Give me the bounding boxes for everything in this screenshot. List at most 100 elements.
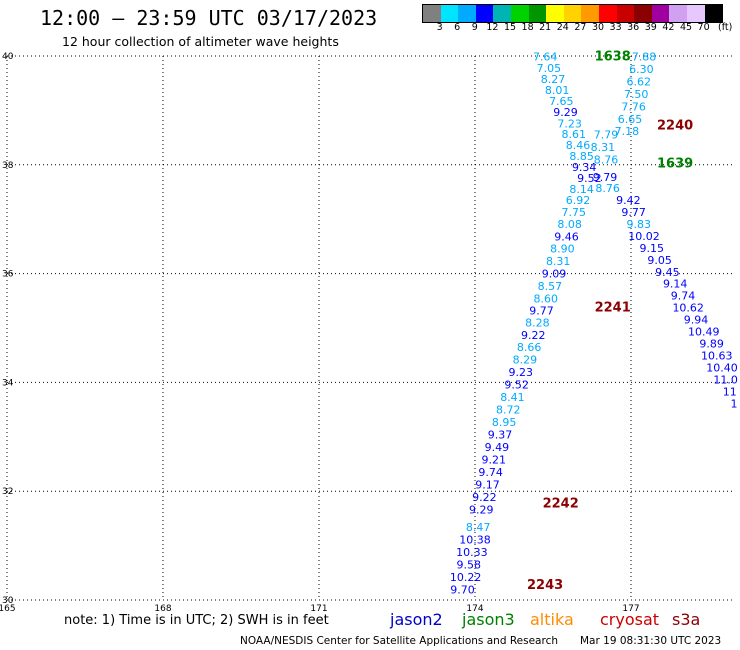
lat-label: 36 (2, 270, 14, 280)
swh-value: 9.42 (616, 194, 641, 207)
swh-value: 8.46 (566, 139, 591, 152)
swh-value: 9.70 (450, 583, 475, 596)
swh-value: 9.37 (488, 428, 513, 441)
scale-swatch (651, 5, 670, 22)
swh-value: 9.46 (554, 230, 579, 243)
swh-value: 9.15 (640, 242, 665, 255)
lon-label: 177 (622, 604, 639, 614)
swh-value: 8.31 (546, 255, 571, 268)
swh-value: 7.50 (624, 88, 649, 101)
scale-label: 39 (644, 22, 657, 33)
scale-label: 18 (521, 22, 534, 33)
swh-value: 9.14 (663, 278, 688, 291)
swh-value: 7.65 (549, 95, 574, 108)
swh-value: 8.57 (538, 280, 563, 293)
lat-label: 38 (2, 161, 14, 171)
swh-value: 10.63 (701, 350, 733, 363)
lon-label: 168 (154, 604, 171, 614)
scale-swatch (669, 5, 687, 22)
scale-swatch (475, 5, 494, 22)
swh-value: 9.17 (475, 478, 500, 491)
sat-label-cryosat: cryosat (600, 610, 660, 629)
swh-value: 11.0 (713, 373, 738, 386)
scale-swatch (528, 5, 547, 22)
scale-label: 70 (697, 22, 710, 33)
swh-value: 9.77 (621, 206, 646, 219)
swh-value: 7.75 (562, 206, 587, 219)
swh-value: 7.23 (557, 117, 582, 130)
scale-label: 33 (609, 22, 622, 33)
credit-text: NOAA/NESDIS Center for Satellite Applica… (240, 635, 558, 647)
swh-value: 6.65 (618, 113, 643, 126)
swh-value: 8.60 (533, 292, 558, 305)
swh-value: 9.74 (671, 290, 696, 303)
scale-label: 9 (471, 22, 478, 33)
swh-value: 8.08 (557, 218, 582, 231)
swh-value: 8.61 (562, 128, 587, 141)
swh-value: 9.23 (509, 366, 534, 379)
swh-value: 8.47 (466, 521, 491, 534)
lat-label: 34 (2, 378, 14, 388)
swh-value: 9.52 (577, 172, 602, 185)
lon-label: 174 (466, 604, 483, 614)
swh-value: 9.09 (542, 267, 567, 280)
swh-value: 8.76 (594, 154, 619, 167)
swh-value: 9.49 (485, 441, 510, 454)
swh-value: 8.14 (569, 183, 594, 196)
scale-swatch (440, 5, 459, 22)
swh-value: 8.72 (496, 403, 521, 416)
scale-label: (ft) (718, 22, 733, 33)
swh-value: 10.38 (459, 533, 491, 546)
swh-value: 8.76 (595, 182, 620, 195)
scale-label: 3 (436, 22, 443, 33)
pass-number-label: 1638 (595, 49, 631, 64)
swh-value: 9.79 (593, 171, 618, 184)
swh-value: 8.27 (541, 73, 566, 86)
scale-label: 42 (662, 22, 675, 33)
scale-swatch (581, 5, 599, 22)
swh-value: 10.62 (672, 302, 704, 315)
swh-value: 6.30 (629, 63, 654, 76)
swh-value: 7.79 (594, 129, 619, 142)
swh-value: 7.05 (537, 62, 562, 75)
scale-swatch (493, 5, 511, 22)
swh-value: 6.92 (566, 194, 591, 207)
swh-value: 8.41 (500, 391, 525, 404)
swh-value: 9.94 (684, 314, 709, 327)
swh-value: 9.83 (627, 218, 652, 231)
swh-value: 7.64 (533, 50, 558, 63)
sat-label-altika: altika (530, 610, 574, 629)
swh-value: 8.29 (513, 353, 538, 366)
scale-swatch (458, 5, 476, 22)
swh-value: 9.22 (521, 329, 546, 342)
swh-value: 8.31 (591, 141, 616, 154)
scale-swatch (704, 5, 723, 22)
page-title: 12:00 – 23:59 UTC 03/17/2023 (40, 6, 378, 30)
pass-number-label: 2241 (595, 301, 631, 316)
scale-swatch (510, 5, 529, 22)
swh-value: 11 (723, 385, 737, 398)
scale-label: 30 (591, 22, 605, 33)
swh-value: 7.18 (615, 125, 640, 138)
scale-swatch (686, 5, 705, 22)
swh-value: 8.85 (569, 150, 594, 163)
sat-label-jason3: jason3 (462, 610, 515, 629)
swh-value: 9.29 (469, 504, 494, 517)
pass-number-label: 1639 (657, 157, 693, 172)
scale-label: 6 (454, 22, 461, 33)
swh-value: 9.52 (504, 378, 529, 391)
swh-value: 1 (730, 397, 737, 410)
scale-swatch (616, 5, 635, 22)
sat-label-jason2: jason2 (390, 610, 443, 629)
scale-label: 24 (556, 22, 569, 33)
swh-value: 10.33 (456, 546, 488, 559)
swh-value: 9.29 (553, 106, 578, 119)
swh-value: 10.49 (688, 326, 720, 339)
swh-value: 9.58 (457, 558, 482, 571)
swh-value: 7.88 (632, 50, 657, 63)
lon-label: 171 (310, 604, 327, 614)
swh-value: 8.95 (492, 416, 517, 429)
lat-label: 40 (2, 52, 14, 62)
swh-value: 9.45 (655, 266, 680, 279)
